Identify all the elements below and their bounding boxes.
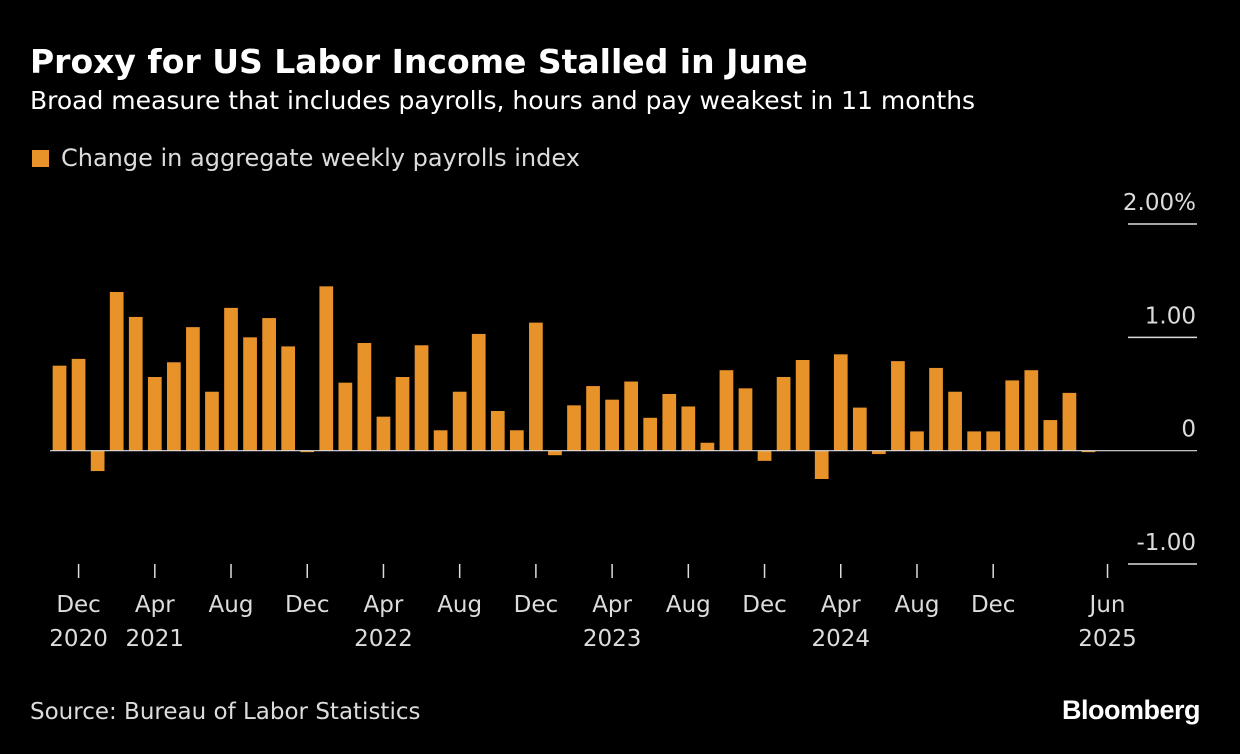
- bar: [205, 391, 219, 451]
- bar: [929, 367, 943, 451]
- bar: [186, 327, 200, 451]
- x-tick-label-month: Dec: [514, 592, 559, 618]
- bar: [433, 430, 448, 451]
- x-tick-label-year: 2020: [49, 626, 108, 652]
- y-tick-label: 2.00%: [1123, 190, 1196, 216]
- bar: [776, 377, 791, 451]
- bar: [395, 377, 410, 451]
- bar: [147, 377, 162, 451]
- bar: [1062, 392, 1077, 451]
- bar: [986, 431, 1001, 451]
- x-tick-label-month: Dec: [971, 592, 1016, 618]
- bar: [281, 346, 296, 451]
- bar: [814, 450, 829, 479]
- legend-swatch: [32, 149, 49, 167]
- bar: [128, 316, 143, 451]
- legend: Change in aggregate weekly payrolls inde…: [32, 142, 580, 174]
- bar: [624, 381, 639, 451]
- bar: [872, 450, 886, 455]
- bar: [52, 365, 67, 451]
- bar: [1024, 370, 1039, 451]
- bar: [376, 416, 391, 451]
- bar: [452, 391, 467, 451]
- legend-label: Change in aggregate weekly payrolls inde…: [61, 144, 580, 172]
- y-tick-label: 0: [1181, 417, 1196, 443]
- x-tick-label-month: Aug: [437, 592, 482, 618]
- bar: [509, 430, 524, 451]
- bar: [643, 417, 658, 451]
- bar: [1043, 420, 1058, 451]
- bar: [967, 431, 982, 451]
- x-tick-label-year: 2024: [811, 626, 870, 652]
- bar: [471, 333, 486, 451]
- bar: [338, 382, 353, 451]
- x-tick-label-year: 2025: [1078, 626, 1137, 652]
- bar: [567, 405, 581, 451]
- bar: [262, 318, 276, 451]
- x-tick-label-month: Apr: [592, 592, 632, 618]
- x-tick-label-month: Dec: [285, 592, 330, 618]
- bar: [109, 292, 124, 451]
- x-tick-label-month: Apr: [135, 592, 175, 618]
- x-tick-label-year: 2023: [583, 626, 642, 652]
- bar: [224, 307, 238, 451]
- bar: [757, 450, 772, 461]
- bar: [300, 450, 315, 453]
- x-tick-label-month: Aug: [209, 592, 254, 618]
- x-tick-label-month: Dec: [56, 592, 101, 618]
- bloomberg-logo: Bloomberg: [1061, 695, 1201, 725]
- bars: [52, 286, 1096, 479]
- x-tick-label-month: Aug: [666, 592, 711, 618]
- bar: [529, 322, 543, 451]
- x-tick-label-year: 2021: [126, 626, 185, 652]
- x-tick-label-month: Aug: [895, 592, 940, 618]
- y-tick-label: 1.00: [1145, 303, 1196, 329]
- bar: [1081, 450, 1096, 453]
- bar: [71, 358, 86, 451]
- bar: [700, 442, 715, 451]
- x-tick-label-month: Apr: [821, 592, 861, 618]
- y-tick-label: -1.00: [1136, 530, 1196, 556]
- chart-subtitle: Broad measure that includes payrolls, ho…: [30, 86, 976, 115]
- bar: [662, 394, 677, 451]
- x-tick-label-year: 2022: [354, 626, 413, 652]
- bar: [357, 343, 372, 451]
- bar: [1005, 380, 1020, 451]
- bar: [738, 388, 753, 451]
- bar: [605, 399, 619, 451]
- bar: [90, 450, 105, 472]
- chart-title: Proxy for US Labor Income Stalled in Jun…: [30, 42, 808, 81]
- bar: [490, 411, 505, 451]
- x-tick-label-month: Dec: [742, 592, 787, 618]
- x-axis: Dec 2020 Apr 2021 Aug Dec Apr 2022 Aug Dec Apr 2023…: [49, 564, 1137, 652]
- bar: [548, 450, 562, 456]
- bar: [852, 407, 867, 451]
- y-grid: [1128, 223, 1197, 565]
- bar: [681, 406, 696, 451]
- bar: [243, 337, 257, 451]
- bar: [719, 370, 734, 451]
- bar: [319, 286, 334, 451]
- bar: [910, 431, 924, 451]
- source-note: Source: Bureau of Labor Statistics: [30, 699, 421, 725]
- x-tick-label-month: Jun: [1088, 592, 1126, 618]
- bar: [586, 386, 600, 451]
- y-axis-labels: 2.00% 1.00 0 -1.00: [1123, 190, 1196, 556]
- bar: [948, 391, 962, 451]
- bar: [166, 362, 181, 451]
- x-tick-label-month: Apr: [364, 592, 404, 618]
- bar: [891, 361, 905, 451]
- bar: [795, 360, 810, 451]
- bar: [414, 345, 429, 451]
- bar: [833, 354, 848, 451]
